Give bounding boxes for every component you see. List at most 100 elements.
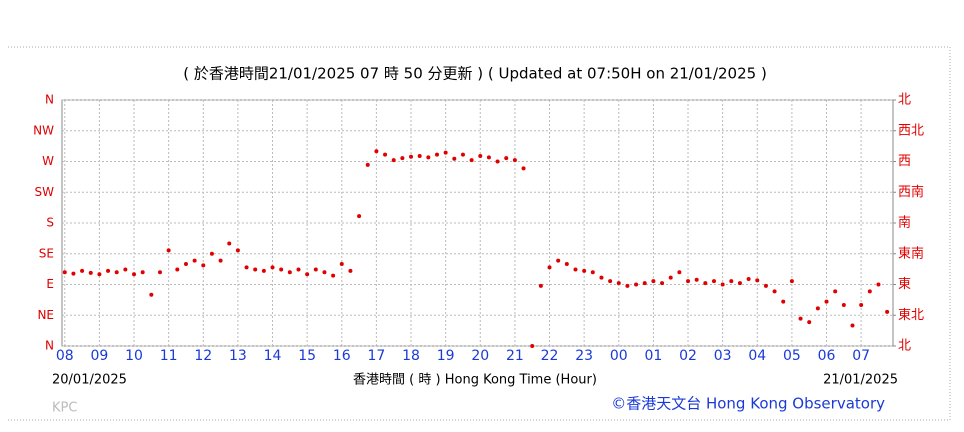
data-point	[677, 270, 682, 275]
data-point	[478, 154, 483, 159]
x-tick-label: 09	[90, 348, 108, 364]
x-tick-label: 08	[56, 348, 74, 364]
data-point	[400, 156, 405, 161]
data-point	[106, 268, 111, 273]
data-point	[530, 344, 535, 348]
data-point	[460, 152, 465, 157]
y2-tick-label: 北	[898, 93, 911, 108]
x-tick-label: 18	[402, 348, 420, 364]
data-point	[807, 320, 812, 325]
data-point	[859, 303, 864, 307]
data-point	[772, 289, 777, 294]
data-point	[885, 309, 890, 314]
data-point	[703, 281, 708, 286]
data-point	[235, 248, 240, 253]
data-point	[512, 158, 517, 163]
data-point	[556, 258, 561, 263]
data-point	[175, 267, 180, 272]
data-point	[357, 214, 362, 219]
y-tick-label: W	[42, 154, 54, 168]
data-point	[651, 279, 656, 284]
x-axis-label: 香港時間 ( 時 ) Hong Kong Time (Hour)	[353, 373, 597, 388]
y-tick-label: N	[45, 339, 54, 353]
data-point	[209, 251, 214, 256]
x-tick-label: 23	[575, 348, 593, 364]
data-point	[365, 162, 370, 167]
data-point	[755, 278, 760, 283]
data-point	[850, 323, 855, 328]
data-point	[348, 268, 353, 273]
data-point	[331, 273, 336, 278]
data-point	[80, 268, 85, 273]
data-point	[287, 270, 292, 275]
data-point	[815, 306, 820, 311]
data-point	[270, 265, 275, 270]
x-tick-label: 04	[748, 348, 766, 364]
data-point	[244, 265, 249, 270]
data-point	[737, 281, 742, 286]
data-point	[660, 281, 665, 286]
data-point	[123, 267, 128, 272]
data-point	[305, 272, 310, 277]
data-point	[313, 267, 318, 272]
data-point	[279, 267, 284, 272]
chart-title: ( 於香港時間21/01/2025 07 時 50 分更新 ) ( Update…	[183, 65, 767, 83]
data-point	[391, 158, 396, 163]
y2-tick-label: 西南	[898, 184, 924, 200]
end-date: 21/01/2025	[823, 373, 898, 388]
y2-tick-label: 西	[898, 154, 911, 169]
data-point	[114, 270, 119, 275]
x-tick-label: 12	[194, 348, 212, 364]
data-point	[253, 267, 258, 272]
y-tick-label: SW	[35, 185, 55, 199]
data-point	[486, 155, 491, 160]
data-point	[417, 154, 422, 159]
data-point	[88, 270, 93, 275]
x-tick-label: 03	[714, 348, 732, 364]
data-point	[833, 289, 838, 294]
data-point	[339, 262, 344, 266]
y2-tick-label: 東	[898, 276, 911, 292]
x-tick-label: 00	[610, 348, 628, 364]
data-point	[71, 271, 76, 276]
data-point	[322, 270, 327, 275]
data-point	[383, 152, 388, 157]
x-tick-label: 16	[333, 348, 351, 364]
data-point	[686, 279, 691, 284]
credit: ©香港天文台 Hong Kong Observatory	[611, 395, 885, 413]
x-tick-label: 14	[264, 348, 282, 364]
data-point	[296, 267, 301, 272]
y-tick-label: S	[46, 216, 54, 230]
data-point	[798, 316, 803, 321]
y2-tick-label: 西北	[898, 123, 924, 138]
data-point	[149, 292, 154, 297]
corner-note: KPC	[52, 401, 77, 416]
x-tick-label: 20	[471, 348, 489, 364]
data-point	[599, 275, 604, 280]
x-tick-label: 05	[783, 348, 801, 364]
y-tick-label: NW	[33, 123, 54, 137]
data-point	[668, 275, 673, 280]
y2-tick-label: 南	[898, 215, 911, 231]
data-point	[746, 277, 751, 282]
data-point	[547, 265, 552, 270]
data-point	[62, 270, 67, 275]
data-point	[616, 281, 621, 286]
data-point	[608, 279, 613, 284]
data-point	[521, 166, 526, 171]
x-tick-label: 06	[818, 348, 836, 364]
x-tick-label: 13	[229, 348, 247, 364]
data-point	[426, 155, 431, 160]
data-point	[824, 299, 829, 304]
data-point	[582, 268, 587, 273]
start-date: 20/01/2025	[52, 373, 127, 388]
data-point	[140, 270, 145, 275]
x-tick-label: 17	[367, 348, 385, 364]
data-point	[867, 289, 872, 294]
data-point	[720, 282, 725, 287]
x-tick-label: 15	[298, 348, 316, 364]
data-point	[789, 279, 794, 284]
data-point	[192, 258, 197, 263]
data-point	[443, 150, 448, 155]
